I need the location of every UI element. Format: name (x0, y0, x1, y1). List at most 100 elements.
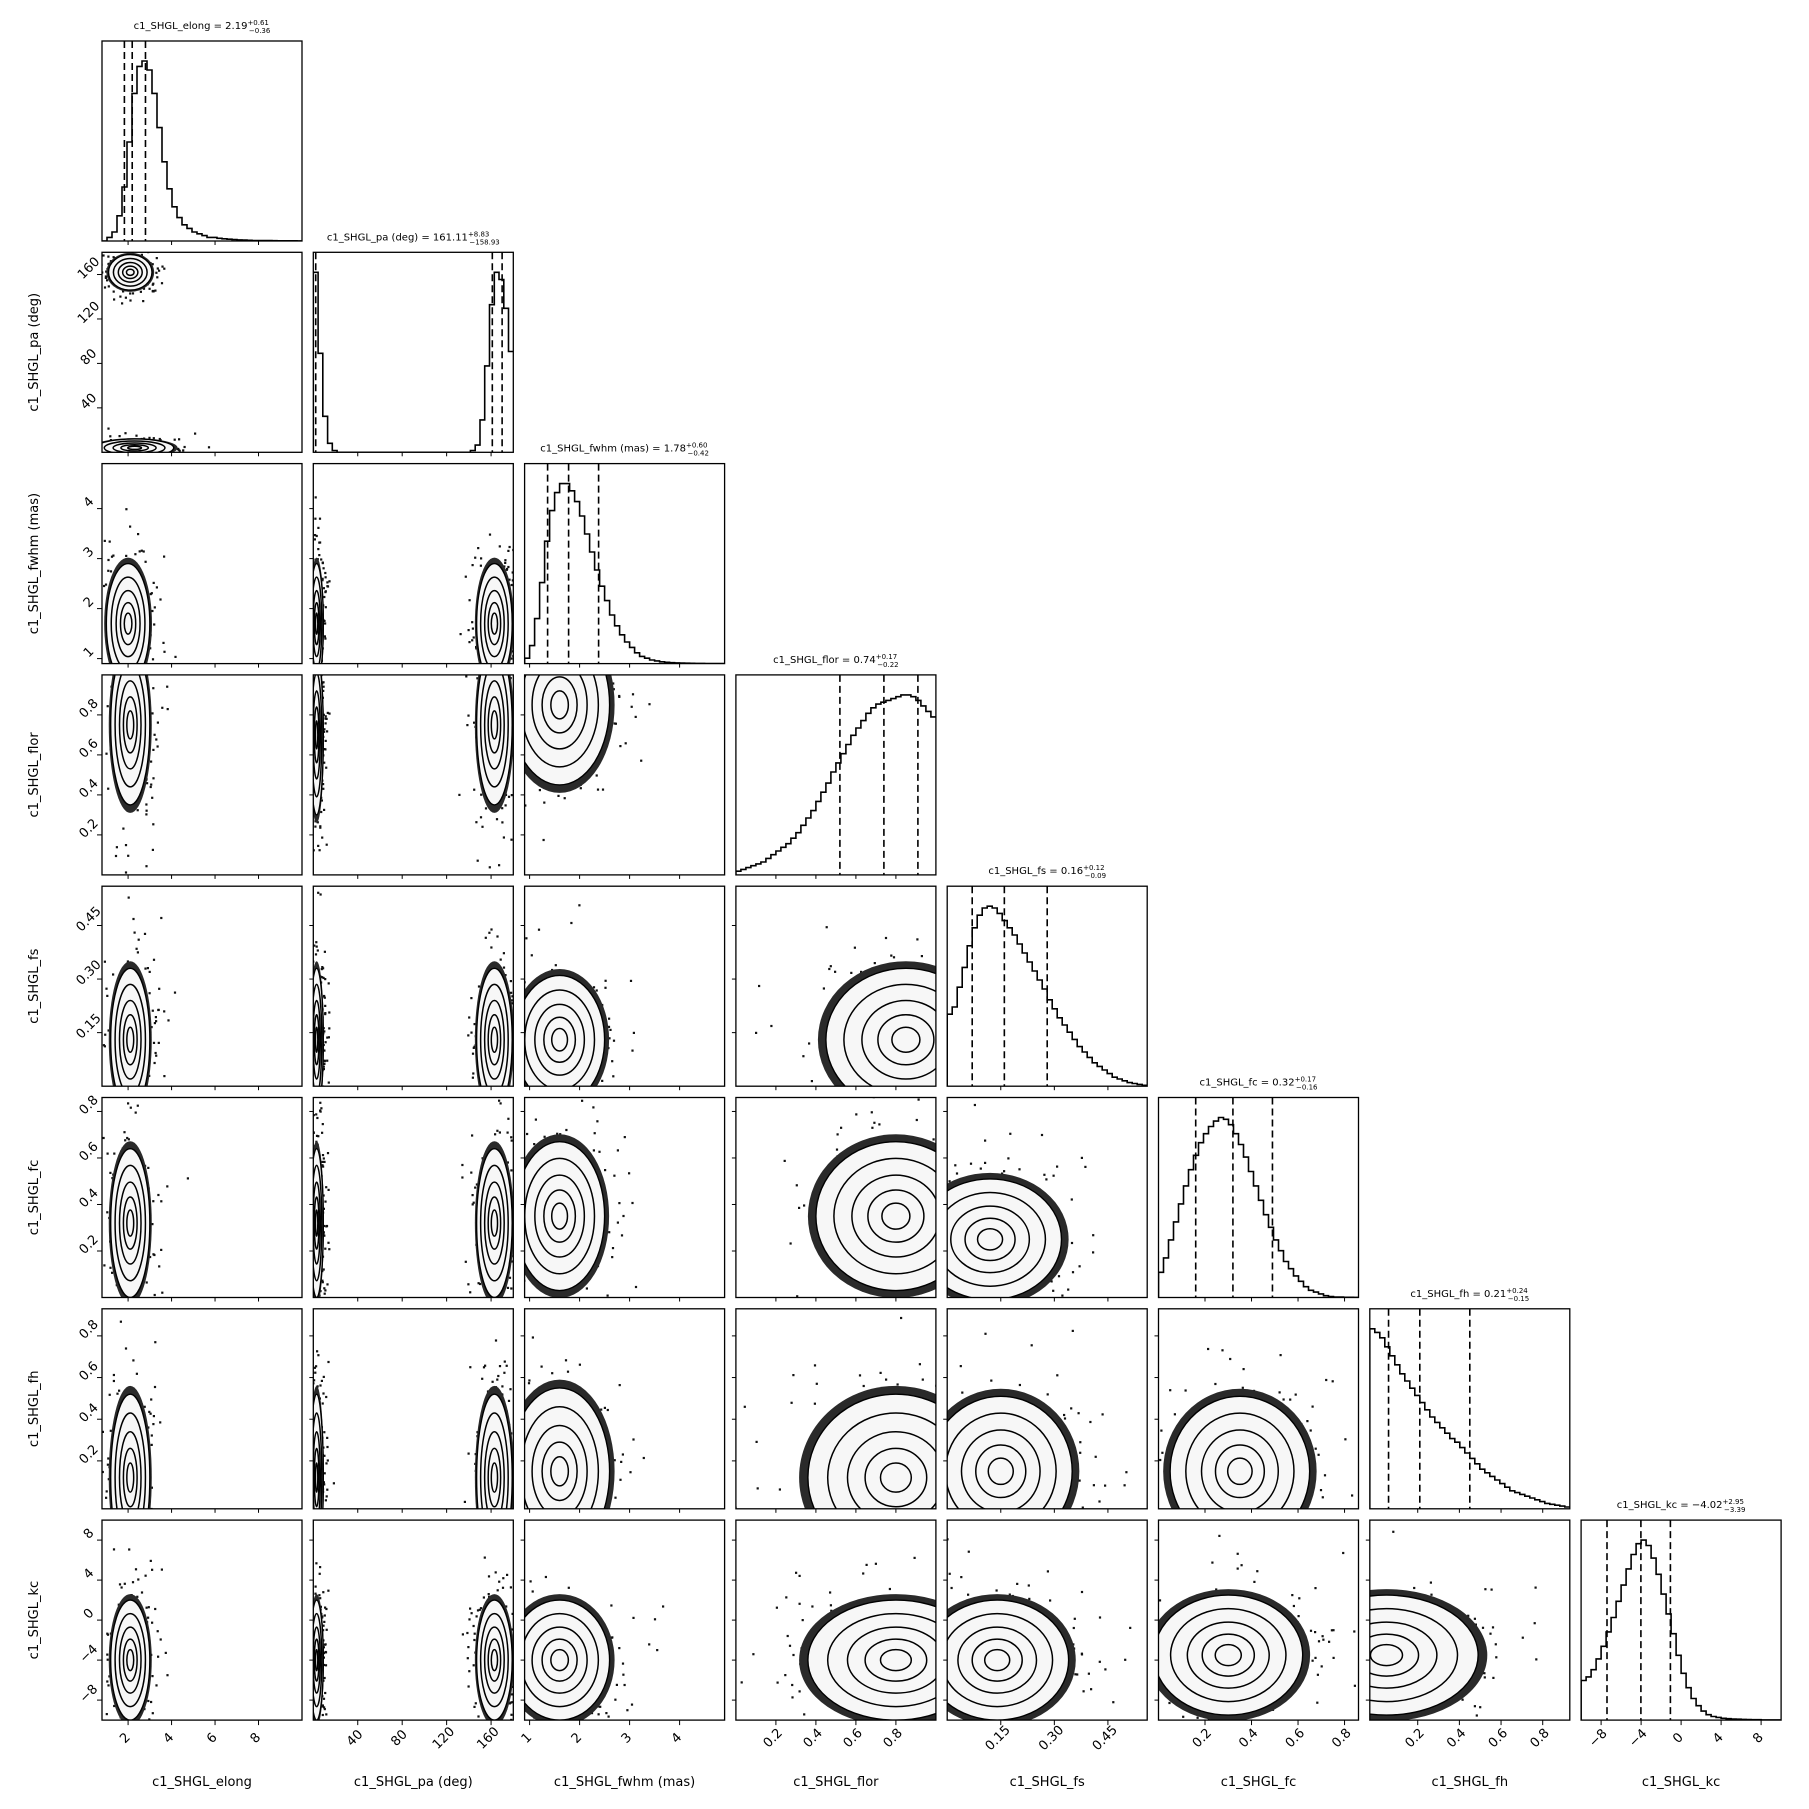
scatter-point (309, 727, 311, 729)
scatter-point (307, 572, 309, 574)
scatter-point (873, 1121, 876, 1124)
scatter-point (963, 1101, 965, 1103)
scatter-point (834, 970, 837, 973)
scatter-point (135, 1513, 137, 1515)
scatter-point (102, 1136, 105, 1140)
scatter-point (153, 455, 155, 457)
scatter-point (105, 987, 108, 990)
panel-fs-vs-fwhm (515, 885, 726, 1113)
scatter-point (310, 678, 312, 680)
scatter-point (1010, 1156, 1012, 1158)
scatter-point (313, 538, 316, 541)
scatter-point (107, 1102, 109, 1104)
scatter-point (502, 966, 506, 969)
scatter-point (314, 534, 317, 537)
scatter-point (515, 722, 517, 724)
scatter-point (111, 454, 113, 456)
scatter-point (310, 640, 312, 642)
scatter-point (579, 1111, 581, 1113)
scatter-point (891, 1103, 893, 1105)
scatter-point (150, 1434, 153, 1437)
scatter-point (496, 935, 499, 938)
scatter-point (508, 578, 511, 581)
scatter-point (948, 1107, 950, 1109)
scatter-point (559, 1316, 561, 1318)
scatter-point (149, 785, 152, 789)
contour-level-3 (487, 601, 502, 646)
scatter-point (122, 827, 125, 830)
scatter-point (495, 818, 499, 821)
scatter-point (510, 1314, 512, 1316)
scatter-point (585, 1287, 588, 1290)
scatter-point (129, 299, 132, 302)
scatter-point (320, 1107, 323, 1110)
scatter-point (612, 682, 615, 685)
scatter-point (107, 1029, 110, 1032)
scatter-point (1061, 1294, 1064, 1297)
scatter-point (853, 946, 856, 949)
scatter-point (488, 533, 492, 536)
scatter-point (556, 668, 558, 670)
scatter-point (145, 1281, 148, 1284)
scatter-point (504, 559, 507, 562)
scatter-point (128, 1528, 130, 1530)
scatter-point (158, 269, 161, 272)
contour-level-0 (110, 1393, 151, 1509)
scatter-point (138, 1129, 140, 1131)
density-fc-vs-fs (947, 1103, 1095, 1298)
scatter-point (955, 1172, 959, 1175)
scatter-point (107, 1319, 109, 1321)
scatter-point (510, 999, 513, 1002)
scatter-point (971, 1048, 973, 1050)
panel-frame (523, 674, 726, 876)
scatter-point (134, 665, 136, 667)
scatter-point (315, 534, 318, 538)
scatter-point (519, 1237, 521, 1239)
scatter-point (328, 1248, 331, 1251)
scatter-point (554, 964, 557, 967)
scatter-point (464, 642, 466, 644)
scatter-point (309, 1199, 311, 1201)
scatter-point (151, 848, 154, 851)
contour-level-3 (122, 1447, 138, 1508)
scatter-point (103, 286, 107, 289)
scatter-point (802, 1055, 805, 1058)
scatter-point (319, 541, 322, 544)
scatter-point (869, 1091, 871, 1093)
scatter-point (96, 727, 98, 729)
scatter-point (515, 961, 517, 963)
scatter-point (465, 675, 468, 678)
scatter-point (131, 1551, 133, 1553)
scatter-point (118, 1098, 120, 1100)
scatter-point (498, 1099, 501, 1102)
scatter-point (95, 1481, 97, 1483)
scatter-point (515, 1042, 517, 1044)
contour-level-3 (867, 1189, 925, 1243)
scatter-point (556, 636, 558, 638)
scatter-point (111, 456, 113, 458)
panel-frame (101, 40, 303, 242)
scatter-point (557, 622, 559, 624)
scatter-point (323, 728, 326, 731)
scatter-point (137, 1523, 139, 1525)
scatter-point (936, 1046, 938, 1048)
scatter-point (1057, 1275, 1061, 1278)
contour-level-2 (118, 1181, 142, 1265)
scatter-point (110, 1575, 112, 1577)
contour-level-2 (118, 680, 142, 770)
scatter-point (160, 461, 162, 463)
scatter-point (640, 759, 643, 762)
scatter-point (308, 664, 310, 666)
scatter-point (941, 1270, 943, 1272)
scatter-point (155, 1020, 158, 1023)
scatter-point (324, 637, 327, 640)
scatter-point (516, 606, 518, 608)
scatter-point (956, 945, 958, 947)
scatter-point (950, 1127, 952, 1129)
scatter-point (148, 1578, 150, 1580)
scatter-point (103, 1045, 106, 1048)
scatter-point (103, 584, 106, 588)
panel-frame (946, 885, 1148, 1087)
scatter-point (478, 665, 480, 667)
scatter-point (954, 1164, 957, 1167)
